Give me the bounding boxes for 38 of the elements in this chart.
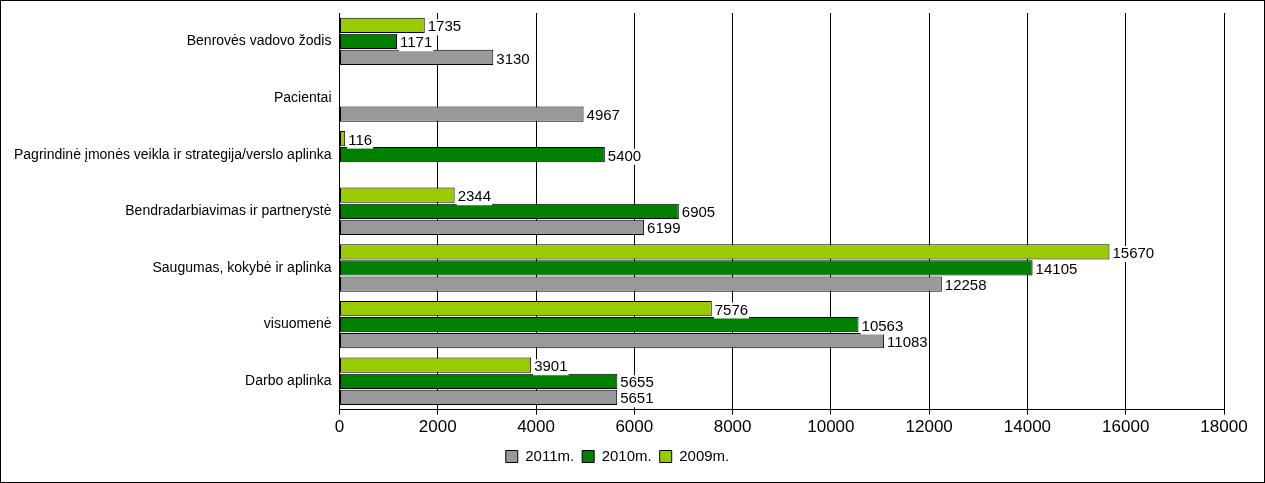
data-label: 12258 — [944, 276, 987, 294]
data-label: 10563 — [861, 316, 904, 334]
x-tick-label: 12000 — [905, 417, 953, 437]
data-label: 6905 — [681, 203, 716, 221]
data-label: 1735 — [427, 17, 462, 35]
x-tick-label: 16000 — [1102, 417, 1150, 437]
data-label: 3130 — [496, 49, 530, 67]
data-label: 2344 — [457, 187, 492, 205]
y-tick-label: Pagrindinė įmonės veikla ir strategija/verslo aplinka — [13, 145, 332, 162]
y-tick-label: Pacientai — [273, 88, 332, 105]
data-label: 5400 — [607, 146, 642, 164]
x-tick-label: 8000 — [713, 417, 752, 437]
x-tick-label: 4000 — [517, 417, 555, 437]
legend-label: 2011m. — [525, 446, 575, 464]
y-tick-label: visuomenė — [263, 315, 332, 332]
y-tick-label: Darbo aplinka — [245, 372, 332, 389]
legend-label: 2009m. — [679, 446, 730, 464]
data-label: 6199 — [647, 219, 681, 237]
data-label: 11083 — [887, 332, 928, 350]
x-tick-label: 6000 — [615, 417, 654, 437]
data-label: 3901 — [534, 357, 568, 375]
data-label: 1171 — [400, 33, 433, 51]
data-label: 14105 — [1035, 260, 1078, 278]
y-tick-label: Bendradarbiavimas ir partnerystė — [125, 202, 332, 219]
x-tick-label: 18000 — [1200, 417, 1248, 437]
data-label: 4967 — [586, 106, 620, 124]
x-tick-label: 0 — [334, 417, 345, 437]
data-label: 7576 — [714, 300, 749, 318]
data-label: 15670 — [1112, 244, 1155, 262]
data-label: 116 — [348, 130, 373, 148]
data-label: 5651 — [620, 389, 654, 407]
x-tick-label: 2000 — [418, 417, 457, 437]
y-tick-label: Saugumas, kokybė ir aplinka — [152, 258, 332, 275]
y-tick-label: Benrovės vadovo žodis — [186, 32, 332, 49]
data-label: 5655 — [620, 373, 654, 391]
x-tick-label: 14000 — [1003, 417, 1052, 437]
x-tick-label: 10000 — [807, 417, 855, 437]
legend-label: 2010m. — [601, 446, 652, 464]
